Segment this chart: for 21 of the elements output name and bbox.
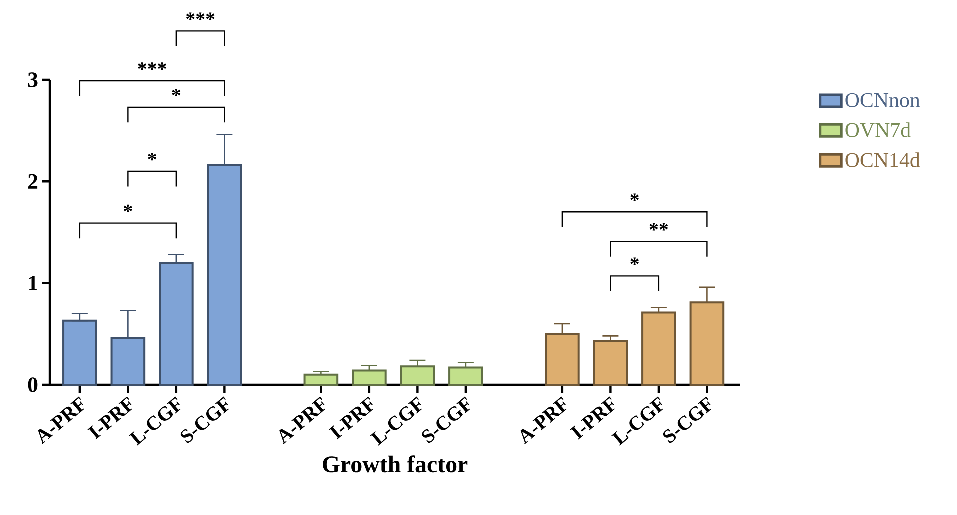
annotation: * <box>630 258 639 266</box>
bar <box>304 374 339 386</box>
legend-label: OCNnon <box>846 93 920 108</box>
annotation: * <box>630 194 639 202</box>
text: *** <box>138 62 166 70</box>
y-tick-label: 3 <box>28 72 38 88</box>
x-axis-title: Growth factor <box>323 456 468 473</box>
annotation: * <box>124 204 132 212</box>
annotation: * <box>148 153 156 161</box>
bar <box>642 312 676 386</box>
y-tick-label: 1 <box>29 276 38 291</box>
bar <box>448 366 484 386</box>
bar <box>352 370 387 386</box>
y-tick-label: 2 <box>28 174 38 189</box>
bar <box>593 340 628 386</box>
y-tick-label: 0 <box>28 378 38 392</box>
legend-label: OCN14d <box>846 152 920 168</box>
annotation: * <box>172 89 181 97</box>
text: *** <box>186 12 215 20</box>
legend-label: OVN7d <box>846 122 911 138</box>
annotation: ** <box>650 223 668 231</box>
